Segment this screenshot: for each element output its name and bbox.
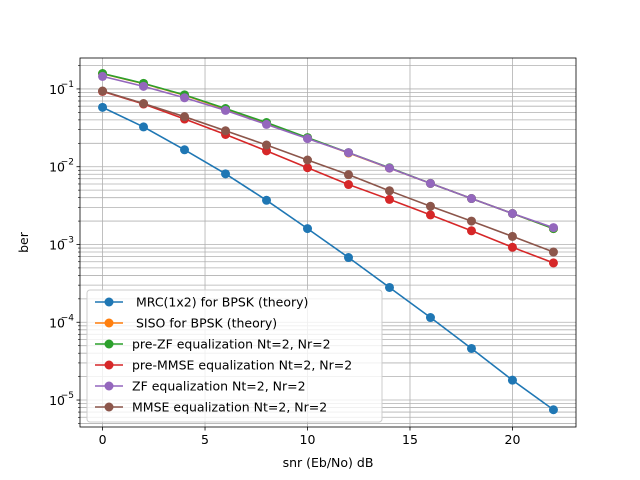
data-point — [507, 242, 517, 252]
legend: MRC(1x2) for BPSK (theory) SISO for BPSK… — [86, 289, 383, 423]
data-point — [425, 201, 435, 211]
data-point — [384, 186, 394, 196]
data-point — [384, 194, 394, 204]
data-point — [262, 119, 272, 129]
data-point — [262, 195, 272, 205]
y-tick-exponent: −4 — [61, 313, 75, 323]
legend-label: MMSE equalization Nt=2, Nr=2 — [132, 400, 327, 415]
data-point — [466, 343, 476, 353]
data-point — [180, 112, 190, 122]
data-point — [139, 98, 149, 108]
legend-swatch-marker — [104, 297, 114, 307]
data-point — [221, 169, 231, 179]
data-point — [180, 145, 190, 155]
y-tick-label: 10 — [49, 82, 65, 97]
y-tick-exponent: −3 — [61, 235, 74, 245]
y-tick-label: 10 — [49, 393, 65, 408]
series-4 — [98, 71, 558, 233]
series-line — [102, 90, 554, 264]
data-point — [507, 375, 517, 385]
data-point — [507, 231, 517, 241]
data-point — [303, 155, 313, 165]
legend-label: ZF equalization Nt=2, Nr=2 — [132, 379, 306, 394]
data-point — [425, 178, 435, 188]
y-tick-exponent: −1 — [61, 80, 74, 90]
data-point — [343, 170, 353, 180]
data-point — [180, 93, 190, 103]
y-tick-label: 10 — [49, 315, 65, 330]
data-point — [98, 102, 108, 112]
data-point — [98, 71, 108, 81]
data-point — [384, 163, 394, 173]
data-point — [303, 163, 313, 173]
data-point — [548, 247, 558, 257]
data-point — [548, 223, 558, 233]
data-point — [262, 140, 272, 150]
legend-entry: pre-MMSE equalization Nt=2, Nr=2 — [95, 358, 352, 373]
x-tick-label: 5 — [201, 432, 209, 447]
legend-swatch-marker — [104, 402, 114, 412]
data-point — [221, 105, 231, 115]
legend-entry: pre-ZF equalization Nt=2, Nr=2 — [95, 337, 331, 352]
y-tick-label: 10 — [49, 160, 65, 175]
data-point — [548, 405, 558, 415]
data-point — [466, 216, 476, 226]
legend-entry: ZF equalization Nt=2, Nr=2 — [95, 379, 306, 394]
legend-entry: MRC(1x2) for BPSK (theory) — [95, 295, 308, 310]
legend-swatch-marker — [104, 381, 114, 391]
data-point — [139, 81, 149, 91]
legend-label: SISO for BPSK (theory) — [132, 316, 277, 331]
data-point — [343, 253, 353, 263]
x-tick-label: 0 — [99, 432, 107, 447]
data-point — [384, 282, 394, 292]
x-tick-label: 15 — [402, 432, 418, 447]
legend-entry: SISO for BPSK (theory) — [95, 316, 277, 331]
data-point — [343, 148, 353, 158]
y-axis-label: ber — [16, 231, 31, 253]
data-point — [466, 226, 476, 236]
series-line — [102, 106, 554, 411]
legend-label: pre-MMSE equalization Nt=2, Nr=2 — [132, 358, 352, 373]
series-layer — [98, 68, 558, 415]
x-tick-label: 20 — [505, 432, 521, 447]
series-5 — [98, 86, 558, 257]
legend-swatch-marker — [104, 318, 114, 328]
legend-entry: MMSE equalization Nt=2, Nr=2 — [95, 400, 327, 415]
legend-label: pre-ZF equalization Nt=2, Nr=2 — [132, 337, 331, 352]
data-point — [221, 126, 231, 136]
legend-label: MRC(1x2) for BPSK (theory) — [132, 295, 308, 310]
data-point — [98, 86, 108, 96]
series-line — [102, 90, 554, 253]
data-point — [425, 210, 435, 220]
x-tick-label: 10 — [300, 432, 316, 447]
y-tick-label: 10 — [49, 237, 65, 252]
data-point — [303, 134, 313, 144]
y-tick-exponent: −5 — [61, 391, 74, 401]
data-point — [303, 224, 313, 234]
data-point — [466, 194, 476, 204]
plot-frame — [79, 57, 577, 428]
y-tick-exponent: −2 — [61, 158, 74, 168]
data-point — [548, 258, 558, 268]
data-point — [343, 180, 353, 190]
series-0 — [98, 102, 558, 415]
legend-swatch-marker — [104, 360, 114, 370]
legend-box — [86, 289, 383, 423]
x-axis-label: snr (Eb/No) dB — [283, 455, 374, 470]
data-point — [507, 209, 517, 219]
data-point — [425, 313, 435, 323]
legend-swatch-marker — [104, 339, 114, 349]
series-line — [102, 75, 554, 229]
data-point — [139, 122, 149, 132]
